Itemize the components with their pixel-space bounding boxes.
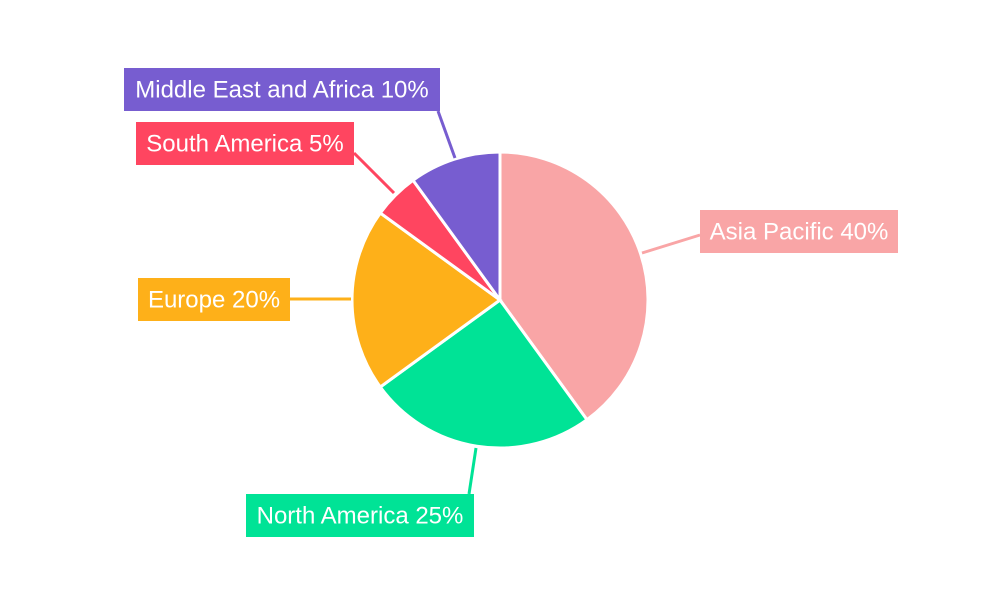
data-label-south-america: South America 5%: [146, 131, 343, 158]
pie-slice-europe[interactable]: [350, 210, 503, 390]
data-label-box-south-america: [136, 122, 354, 165]
data-label-middle-east-and-africa: Middle East and Africa 10%: [135, 77, 429, 104]
pie-slice-middle-east-and-africa[interactable]: [410, 150, 502, 305]
data-label-asia-pacific: Asia Pacific 40%: [710, 219, 889, 246]
data-label-box-asia-pacific: [700, 210, 898, 253]
pie-slice-asia-pacific[interactable]: [498, 150, 650, 422]
data-label-europe: Europe 20%: [148, 287, 280, 314]
leader-line-south-america: [352, 151, 396, 195]
leader-line-north-america: [467, 447, 478, 495]
data-label-box-north-america: [246, 494, 474, 537]
data-label-box-europe: [138, 278, 290, 321]
data-label-box-middle-east-and-africa: [124, 68, 440, 111]
pie-slice-north-america[interactable]: [378, 297, 590, 450]
leader-line-middle-east-and-africa: [436, 110, 457, 159]
data-label-north-america: North America 25%: [257, 503, 464, 530]
leader-line-asia-pacific: [641, 233, 701, 255]
